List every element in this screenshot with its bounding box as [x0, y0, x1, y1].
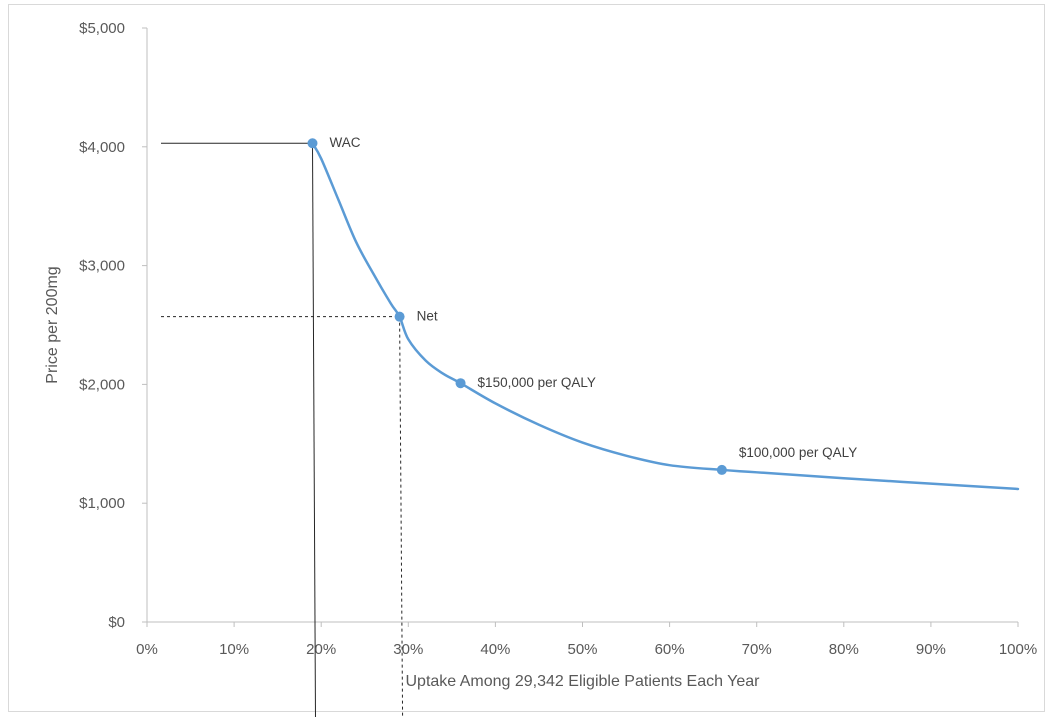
y-tick-label: $1,000 — [79, 495, 125, 512]
x-tick-label: 60% — [655, 641, 685, 658]
data-point — [455, 378, 466, 389]
data-point-label: $150,000 per QALY — [478, 375, 596, 390]
series-line — [311, 141, 1020, 491]
y-tick-label: $5,000 — [79, 20, 125, 37]
x-tick-label: 50% — [567, 641, 597, 658]
reference-vertical-line — [311, 143, 316, 717]
data-point-label: Net — [417, 309, 438, 324]
x-tick-label: 80% — [829, 641, 859, 658]
x-tick-label: 90% — [916, 641, 946, 658]
reference-lines — [161, 142, 404, 717]
data-point — [716, 464, 727, 475]
chart-frame — [8, 4, 1045, 712]
reference-vertical-line — [399, 316, 404, 717]
x-tick-label: 20% — [306, 641, 336, 658]
x-tick-label: 30% — [393, 641, 423, 658]
x-axis-title: Uptake Among 29,342 Eligible Patients Ea… — [405, 673, 760, 690]
x-tick-label: 0% — [136, 641, 158, 658]
y-axis-title: Price per 200mg — [44, 266, 61, 383]
x-tick-label: 10% — [219, 641, 249, 658]
data-point — [394, 311, 405, 322]
series — [311, 141, 1020, 491]
data-point-label: $100,000 per QALY — [739, 445, 857, 460]
data-point — [307, 138, 318, 149]
points: WAC Net $150,000 per QALY $100,000 per QALY — [307, 135, 857, 475]
tick-labels: 0% 10% 20% 30% 40% 50% 60% 70% 80% 90% 100% $0 $1,00… — [79, 20, 1037, 658]
data-point-label: WAC — [329, 135, 360, 150]
x-tick-label: 70% — [742, 641, 772, 658]
y-tick-label: $0 — [108, 614, 125, 631]
y-tick-label: $4,000 — [79, 139, 125, 156]
y-tick-label: $2,000 — [79, 376, 125, 393]
y-tick-label: $3,000 — [79, 258, 125, 275]
axes — [142, 27, 1019, 627]
x-tick-label: 40% — [480, 641, 510, 658]
x-tick-label: 100% — [999, 641, 1037, 658]
